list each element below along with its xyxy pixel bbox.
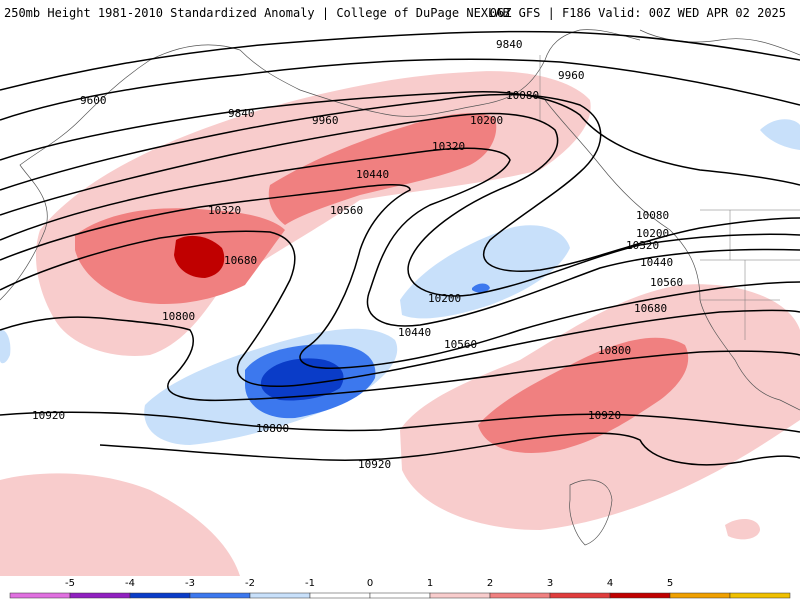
- colorbar-tick-label: 3: [547, 578, 553, 589]
- contour-label: 10680: [224, 254, 257, 267]
- colorbar-tick-label: -2: [245, 578, 255, 589]
- contour-label: 10680: [634, 302, 667, 315]
- negative-anomaly-strong: [260, 358, 344, 401]
- model-run-info: 06Z GFS | F186 Valid: 00Z WED APR 02 202…: [489, 6, 786, 20]
- colorbar-segment: [549, 592, 611, 599]
- colorbar-segment: [669, 592, 731, 599]
- colorbar-segment: [129, 592, 191, 599]
- contour-label: 10560: [444, 338, 477, 351]
- contour-label: 10440: [640, 256, 673, 269]
- contour-label: 10920: [358, 458, 391, 471]
- contour-label: 10200: [428, 292, 461, 305]
- height-contours: [0, 30, 800, 466]
- colorbar-segment: [489, 592, 551, 599]
- contour-label: 10920: [588, 409, 621, 422]
- map-title: 250mb Height 1981-2010 Standardized Anom…: [4, 6, 510, 20]
- positive-anomaly-strong: [174, 235, 225, 278]
- colorbar-tick-label: 5: [667, 578, 673, 589]
- contour-label: 10200: [470, 114, 503, 127]
- colorbar-tick-label: 1: [427, 578, 433, 589]
- colorbar-tick-label: -4: [125, 578, 135, 589]
- anomaly-colorbar: -5 -4 -3 -2 -1 0 1 2 3 4 5: [9, 578, 791, 599]
- contour-label: 9840: [496, 38, 523, 51]
- anomaly-map: 9600 9840 9840 9960 9960 10080 10200 103…: [0, 24, 800, 576]
- colorbar-tick-label: 2: [487, 578, 493, 589]
- contour-label: 10800: [256, 422, 289, 435]
- contour-label: 10800: [598, 344, 631, 357]
- contour-label: 10320: [432, 140, 465, 153]
- contour-label: 10560: [650, 276, 683, 289]
- colorbar-segment: [69, 592, 131, 599]
- contour-labels: 9600 9840 9840 9960 9960 10080 10200 103…: [32, 38, 683, 471]
- colorbar-segment: [729, 592, 791, 599]
- colorbar-tick-label: 0: [367, 578, 373, 589]
- contour-label: 9840: [228, 107, 255, 120]
- contour-label: 10560: [330, 204, 363, 217]
- contour-label: 10200: [636, 227, 669, 240]
- contour-label: 9960: [558, 69, 585, 82]
- colorbar-segment: [369, 592, 431, 599]
- contour-label: 10800: [162, 310, 195, 323]
- contour-label: 10320: [626, 239, 659, 252]
- coastlines: [0, 29, 800, 546]
- contour-label: 10320: [208, 204, 241, 217]
- map-header: 250mb Height 1981-2010 Standardized Anom…: [0, 0, 800, 24]
- colorbar-tick-label: 4: [607, 578, 613, 589]
- contour-label: 10920: [32, 409, 65, 422]
- colorbar-tick-label: -5: [65, 578, 75, 589]
- colorbar-segment: [189, 592, 251, 599]
- contour-label: 9600: [80, 94, 107, 107]
- colorbar-segment: [309, 592, 371, 599]
- colorbar-segment: [609, 592, 671, 599]
- colorbar-segment: [249, 592, 311, 599]
- contour-label: 10080: [506, 89, 539, 102]
- colorbar-tick-label: -3: [185, 578, 195, 589]
- colorbar-tick-label: -1: [305, 578, 315, 589]
- contour-label: 10440: [398, 326, 431, 339]
- colorbar-segment: [9, 592, 71, 599]
- contour-label: 10440: [356, 168, 389, 181]
- contour-label: 10080: [636, 209, 669, 222]
- colorbar-segment: [429, 592, 491, 599]
- contour-label: 9960: [312, 114, 339, 127]
